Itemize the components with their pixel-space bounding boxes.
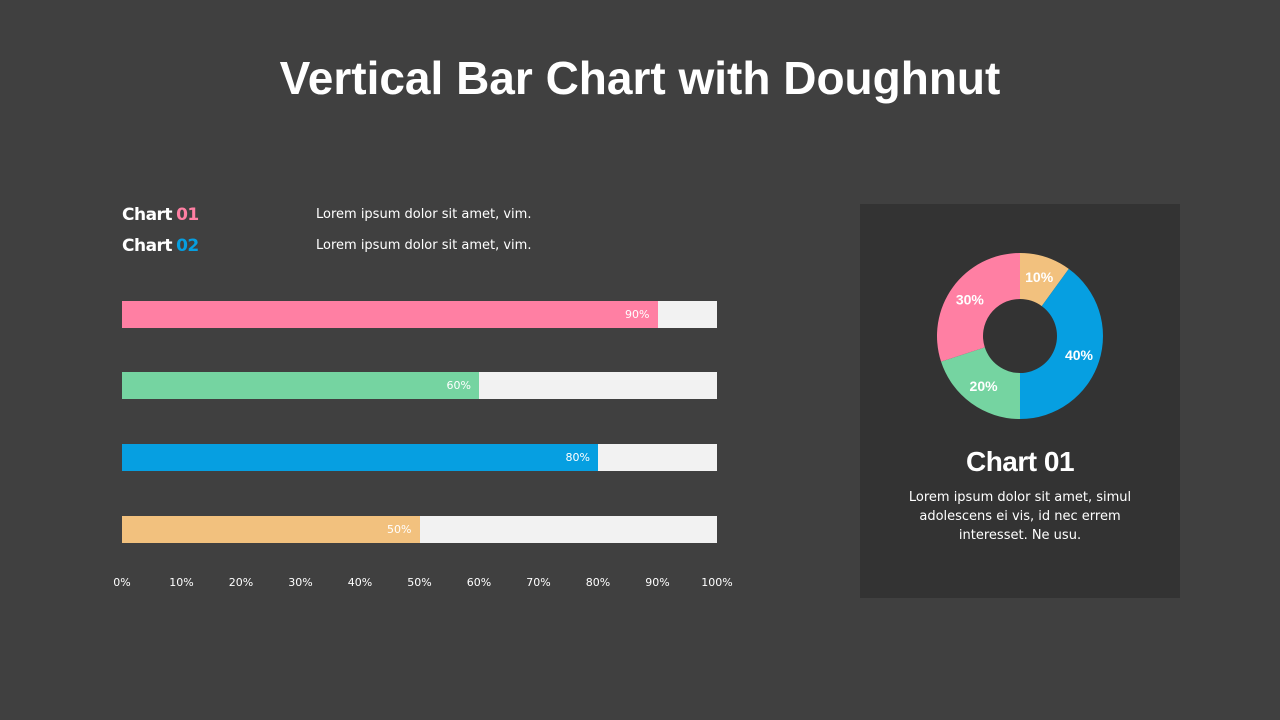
bar-chart: 90% 60% 80% 50% 0% 10% 20% 30% 40% 50% 60% 70% 80% 90… xyxy=(113,290,733,600)
bar-value-label: 50% xyxy=(387,523,412,536)
bar xyxy=(122,372,479,399)
doughnut-slice xyxy=(1020,268,1103,419)
legend-number: 02 xyxy=(176,236,199,256)
x-tick-label: 100% xyxy=(701,576,733,589)
legend-title: Chart 02 xyxy=(122,234,199,258)
bar xyxy=(122,301,658,328)
legend-label: Chart xyxy=(122,236,173,256)
doughnut-slice xyxy=(941,347,1020,419)
bar-track: 90% xyxy=(122,301,717,328)
legend-item-chart-01: Chart 01 Lorem ipsum dolor sit amet, vim. xyxy=(122,203,722,227)
bar-value-label: 60% xyxy=(446,379,471,392)
x-tick-label: 50% xyxy=(407,576,432,589)
x-tick-label: 90% xyxy=(645,576,670,589)
legend-description: Lorem ipsum dolor sit amet, vim. xyxy=(316,207,532,222)
x-tick-label: 30% xyxy=(288,576,313,589)
doughnut-slice-label: 30% xyxy=(956,292,985,308)
legend-label: Chart xyxy=(122,205,173,225)
legend-item-chart-02: Chart 02 Lorem ipsum dolor sit amet, vim. xyxy=(122,234,722,258)
x-tick-label: 80% xyxy=(585,576,611,589)
bar xyxy=(122,516,420,543)
panel-description: Lorem ipsum dolor sit amet, simul adoles… xyxy=(908,490,1132,543)
doughnut-slice xyxy=(937,253,1020,362)
bar-value-label: 90% xyxy=(625,308,650,321)
doughnut-slice-label: 40% xyxy=(1065,347,1094,363)
doughnut-slice-label: 10% xyxy=(1025,269,1054,285)
x-tick-label: 0% xyxy=(113,576,131,589)
page-title: Vertical Bar Chart with Doughnut xyxy=(279,52,1001,104)
bar-track: 50% xyxy=(122,516,717,543)
x-tick-label: 60% xyxy=(466,576,492,589)
bar-track: 80% xyxy=(122,444,717,471)
x-tick-label: 20% xyxy=(228,576,254,589)
bar-track: 60% xyxy=(122,372,717,399)
doughnut-slice xyxy=(1020,253,1069,307)
x-tick-label: 70% xyxy=(526,576,551,589)
bar xyxy=(122,444,598,471)
x-tick-label: 10% xyxy=(169,576,194,589)
legend-description: Lorem ipsum dolor sit amet, vim. xyxy=(316,238,532,253)
legend-number: 01 xyxy=(176,205,199,225)
legend-title: Chart 01 xyxy=(122,203,199,227)
bar-value-label: 80% xyxy=(565,451,590,464)
doughnut-slice-label: 20% xyxy=(970,378,999,394)
doughnut-chart: 10% 40% 20% 30% xyxy=(937,253,1103,419)
x-tick-label: 40% xyxy=(347,576,373,589)
doughnut-panel: 10% 40% 20% 30% Chart 01 Lorem ipsum dolor … xyxy=(860,204,1180,598)
panel-title: Chart 01 xyxy=(965,446,1075,477)
